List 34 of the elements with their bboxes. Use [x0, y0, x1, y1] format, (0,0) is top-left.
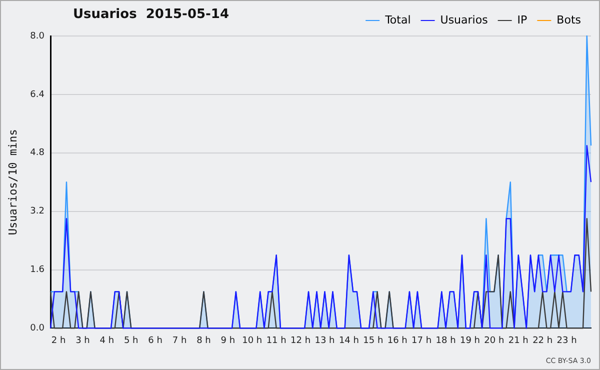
x-tick-label: 18 h: [436, 336, 456, 346]
x-tick-label: 12 h: [290, 336, 311, 346]
x-tick-label: 7 h: [172, 336, 187, 346]
y-tick-label: 4.8: [30, 148, 45, 158]
y-tick-label: 0.0: [30, 324, 45, 334]
x-tick-label: 23 h: [556, 336, 577, 346]
chart-title: Usuarios 2015-05-14: [72, 7, 230, 22]
x-tick-label: 11 h: [266, 336, 286, 346]
y-axis-title: Usuarios/10 mins: [6, 129, 20, 236]
x-tick-label: 10 h: [242, 336, 262, 346]
x-tick-label: 15 h: [363, 336, 384, 346]
y-tick-label: 3.2: [30, 206, 45, 217]
x-tick-label: 13 h: [314, 336, 335, 346]
legend-label: Bots: [556, 13, 582, 26]
x-tick-label: 2 h: [51, 336, 66, 346]
x-tick-label: 19 h: [460, 336, 480, 346]
legend-label: IP: [517, 13, 528, 26]
x-tick-label: 16 h: [387, 336, 408, 346]
x-tick-label: 6 h: [148, 336, 162, 346]
x-tick-label: 17 h: [412, 336, 432, 346]
x-tick-label: 8 h: [196, 336, 211, 346]
x-tick-label: 20 h: [484, 336, 504, 346]
y-tick-label: 1.6: [30, 265, 45, 276]
y-tick-label: 6.4: [30, 90, 45, 100]
x-tick-label: 22 h: [532, 336, 553, 346]
x-tick-label: 3 h: [76, 336, 90, 346]
legend-label: Total: [384, 13, 411, 26]
x-tick-label: 21 h: [508, 336, 528, 346]
x-tick-label: 4 h: [100, 336, 114, 346]
legend-label: Usuarios: [440, 13, 488, 26]
x-tick-label: 9 h: [220, 336, 236, 346]
y-tick-label: 8.0: [30, 31, 45, 42]
x-tick-label: 5 h: [124, 336, 138, 346]
x-tick-label: 14 h: [338, 336, 359, 346]
